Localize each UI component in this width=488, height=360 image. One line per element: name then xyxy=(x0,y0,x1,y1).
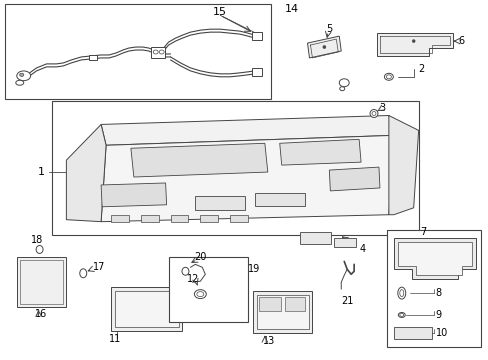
Ellipse shape xyxy=(339,87,344,91)
Bar xyxy=(150,47,164,58)
Bar xyxy=(258,297,280,311)
Polygon shape xyxy=(388,116,418,215)
Polygon shape xyxy=(307,36,341,58)
Bar xyxy=(386,230,480,347)
Bar xyxy=(393,327,431,339)
Bar xyxy=(115,291,178,327)
Text: 5: 5 xyxy=(325,24,332,34)
Bar xyxy=(170,215,188,222)
Ellipse shape xyxy=(16,80,24,85)
Polygon shape xyxy=(376,33,452,56)
Text: 4: 4 xyxy=(358,244,365,255)
Text: 6: 6 xyxy=(457,36,464,46)
Text: 14: 14 xyxy=(284,4,298,14)
Polygon shape xyxy=(279,139,360,165)
Text: 13: 13 xyxy=(263,336,275,346)
Text: 21: 21 xyxy=(340,296,353,306)
Bar xyxy=(195,196,244,210)
Bar xyxy=(5,4,270,99)
Ellipse shape xyxy=(369,109,377,117)
Bar xyxy=(51,100,418,235)
Bar xyxy=(284,297,304,311)
Text: 3: 3 xyxy=(378,103,384,113)
Ellipse shape xyxy=(397,287,405,299)
Bar xyxy=(334,238,355,247)
Polygon shape xyxy=(393,238,475,279)
Bar xyxy=(111,287,182,331)
Bar xyxy=(141,215,158,222)
Text: 2: 2 xyxy=(418,64,424,74)
Text: 18: 18 xyxy=(30,234,42,244)
Text: 17: 17 xyxy=(93,262,105,272)
Polygon shape xyxy=(131,143,267,177)
Ellipse shape xyxy=(36,246,43,253)
Polygon shape xyxy=(101,183,166,207)
Bar xyxy=(251,32,262,40)
Bar xyxy=(20,260,63,304)
Text: 12: 12 xyxy=(187,274,199,284)
Bar xyxy=(299,231,331,243)
Ellipse shape xyxy=(384,73,392,80)
Bar xyxy=(254,193,304,206)
Polygon shape xyxy=(101,135,393,222)
Text: 1: 1 xyxy=(38,167,45,177)
Ellipse shape xyxy=(194,290,206,298)
Ellipse shape xyxy=(20,73,24,76)
Ellipse shape xyxy=(411,40,414,42)
Polygon shape xyxy=(101,116,393,145)
Ellipse shape xyxy=(17,71,31,81)
Bar xyxy=(89,55,97,60)
Ellipse shape xyxy=(398,312,405,318)
Bar xyxy=(252,291,312,333)
Bar xyxy=(111,215,129,222)
Text: 9: 9 xyxy=(435,310,441,320)
Text: 11: 11 xyxy=(109,334,121,344)
Bar xyxy=(168,257,247,322)
Ellipse shape xyxy=(182,267,188,275)
Bar xyxy=(256,295,308,329)
Polygon shape xyxy=(66,125,106,222)
Text: 8: 8 xyxy=(435,288,441,298)
Text: 7: 7 xyxy=(420,226,426,237)
Ellipse shape xyxy=(80,269,86,278)
Text: 19: 19 xyxy=(247,264,260,274)
Bar xyxy=(17,257,66,307)
Bar xyxy=(200,215,218,222)
Text: 15: 15 xyxy=(213,7,227,17)
Text: 16: 16 xyxy=(36,309,48,319)
Bar xyxy=(230,215,247,222)
Text: 10: 10 xyxy=(435,328,447,338)
Polygon shape xyxy=(397,242,471,275)
Ellipse shape xyxy=(159,50,164,54)
Polygon shape xyxy=(328,167,379,191)
Ellipse shape xyxy=(339,79,348,87)
Ellipse shape xyxy=(153,50,158,54)
Text: 20: 20 xyxy=(194,252,206,262)
Bar xyxy=(251,68,262,76)
Ellipse shape xyxy=(322,46,325,49)
